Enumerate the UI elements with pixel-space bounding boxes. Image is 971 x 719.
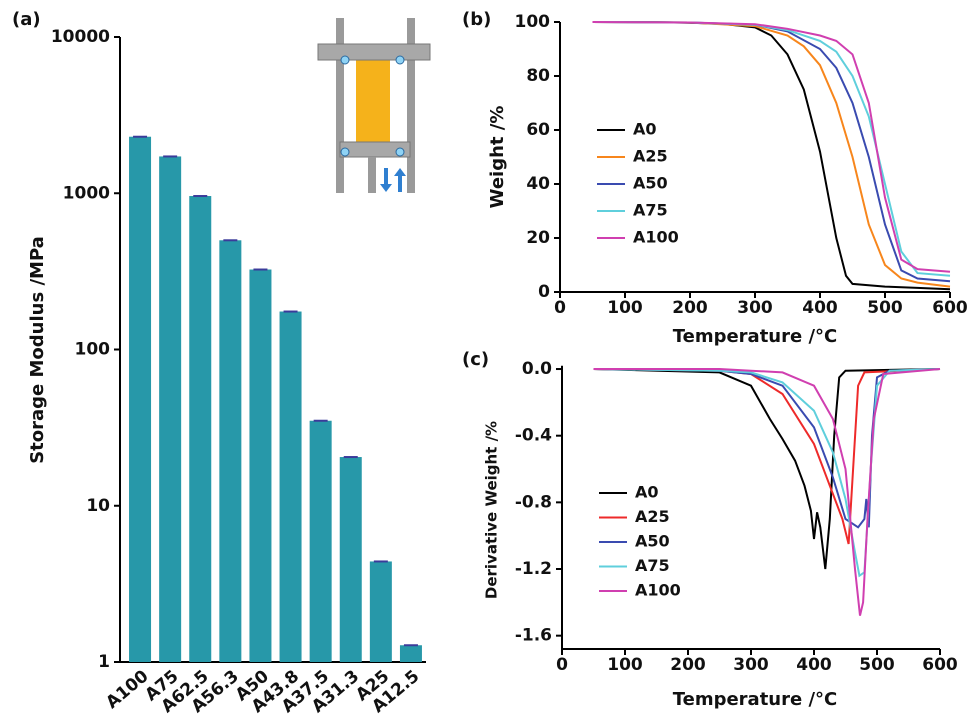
data-line <box>593 368 941 570</box>
bar <box>249 269 272 662</box>
y-axis-label: Weight /% <box>487 106 508 209</box>
sample <box>356 48 390 148</box>
y-tick-label: 20 <box>526 228 550 248</box>
x-tick-label: 400 <box>802 298 838 318</box>
bolt <box>340 55 350 65</box>
bar <box>369 561 392 662</box>
legend-label: A50 <box>635 532 670 551</box>
panel-label: (b) <box>462 9 491 30</box>
bar <box>399 645 422 662</box>
x-tick-label: 100 <box>607 298 643 318</box>
y-tick-label: 100 <box>515 12 551 32</box>
legend-label: A25 <box>635 507 670 526</box>
legend-label: A50 <box>633 174 668 193</box>
bolt <box>395 147 405 157</box>
y-tick-label: -1.2 <box>515 559 552 579</box>
bolt <box>395 55 405 65</box>
data-line <box>592 21 951 273</box>
y-tick-label: 10000 <box>51 27 110 47</box>
legend-label: A0 <box>635 483 659 502</box>
panel-label: (c) <box>462 349 489 370</box>
y-tick-label: 80 <box>526 66 550 86</box>
arrow-down <box>380 168 392 192</box>
press-schematic <box>317 18 431 193</box>
y-tick-label: 60 <box>526 120 550 140</box>
y-tick-label: 10 <box>86 496 110 516</box>
y-tick-label: -0.4 <box>515 426 552 446</box>
panel-label: (a) <box>12 9 41 30</box>
legend-label: A75 <box>635 556 670 575</box>
y-tick-label: 40 <box>526 174 550 194</box>
press-plate <box>317 43 431 61</box>
x-tick-label: 500 <box>867 298 903 318</box>
y-axis-label: Derivative Weight /% <box>483 421 501 599</box>
y-tick-label: -1.6 <box>515 626 552 646</box>
x-tick-label: 400 <box>796 655 832 675</box>
press-rod <box>368 157 376 193</box>
x-tick-label: 600 <box>922 655 958 675</box>
x-tick-label: 0 <box>556 655 568 675</box>
bar <box>339 457 362 662</box>
bar <box>279 311 302 662</box>
x-tick-label: 500 <box>859 655 895 675</box>
data-line <box>593 368 941 529</box>
bar <box>309 420 332 662</box>
bar <box>159 156 182 663</box>
press-rod <box>336 18 344 193</box>
press-rod <box>407 18 415 193</box>
x-tick-label: 200 <box>670 655 706 675</box>
x-tick-label: 200 <box>672 298 708 318</box>
bar <box>189 196 212 662</box>
y-axis-label: Storage Modulus /MPa <box>27 236 48 464</box>
y-tick-label: 1000 <box>63 183 110 203</box>
arrow-up <box>394 168 406 192</box>
y-tick-label: 100 <box>75 340 111 360</box>
x-axis-label: Temperature /°C <box>673 326 838 347</box>
x-tick-label: 300 <box>733 655 769 675</box>
bar <box>219 240 242 662</box>
legend-label: A100 <box>633 228 679 247</box>
legend-label: A100 <box>635 581 681 600</box>
bar <box>129 136 152 662</box>
data-line <box>592 21 951 288</box>
legend-label: A25 <box>633 147 668 166</box>
x-tick-label: 600 <box>932 298 968 318</box>
data-line <box>593 368 941 616</box>
y-tick-label: 0.0 <box>522 359 552 379</box>
y-tick-label: -0.8 <box>515 492 552 512</box>
legend-label: A0 <box>633 120 657 139</box>
y-tick-label: 0 <box>538 282 550 302</box>
x-tick-label: 0 <box>554 298 566 318</box>
x-tick-label: 100 <box>607 655 643 675</box>
bolt <box>340 147 350 157</box>
legend-label: A75 <box>633 201 668 220</box>
x-tick-label: 300 <box>737 298 773 318</box>
y-tick-label: 1 <box>98 652 110 672</box>
x-axis-label: Temperature /°C <box>673 689 838 710</box>
